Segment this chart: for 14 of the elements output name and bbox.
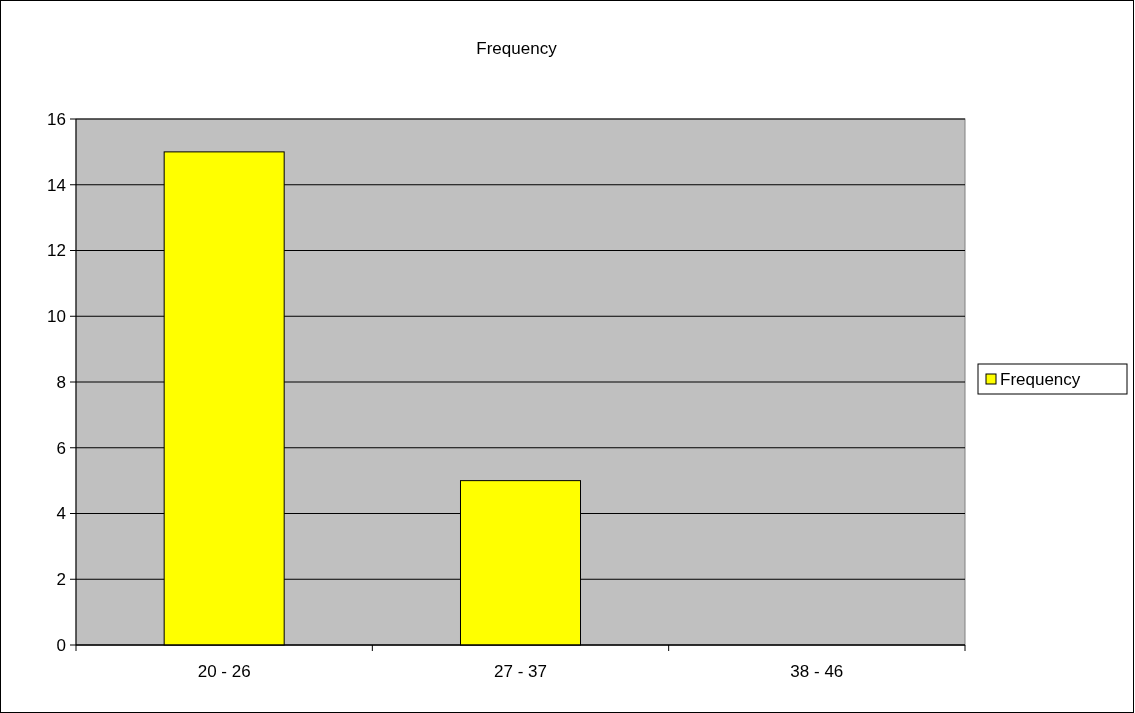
y-tick-label: 12 <box>47 241 66 261</box>
y-tick-label: 8 <box>56 372 66 392</box>
y-tick-label: 16 <box>47 109 66 129</box>
x-tick-label: 27 - 37 <box>494 662 547 681</box>
y-tick-label: 4 <box>56 504 66 524</box>
y-tick-label: 6 <box>56 438 66 458</box>
x-tick-label: 20 - 26 <box>197 662 251 681</box>
chart-title: Frequency <box>476 39 558 58</box>
y-tick-label: 2 <box>56 570 66 590</box>
x-tick-label: 38 - 46 <box>790 662 844 681</box>
y-tick-label: 10 <box>47 307 66 327</box>
y-tick-label: 14 <box>47 175 66 195</box>
y-tick-label: 0 <box>56 635 66 655</box>
legend-label: Frequency <box>1000 369 1081 389</box>
